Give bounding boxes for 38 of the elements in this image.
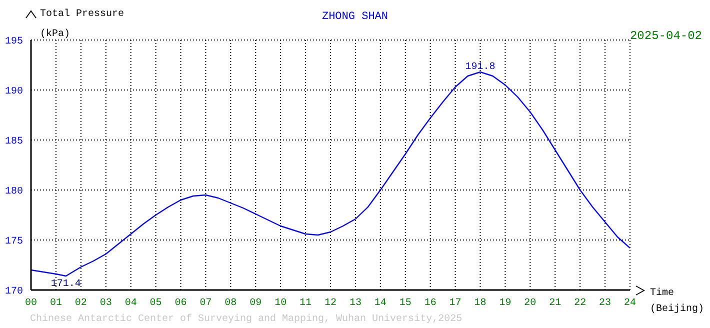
x-tick-label: 04 [124, 298, 137, 310]
x-tick-label: 22 [574, 298, 586, 310]
x-tick-label: 21 [549, 298, 562, 310]
y-tick-label: 185 [4, 136, 23, 148]
x-tick-label: 20 [524, 298, 536, 310]
x-tick-label: 14 [374, 298, 386, 310]
x-tick-label: 23 [599, 298, 612, 310]
x-tick-label: 12 [324, 298, 337, 310]
line-series [31, 71, 630, 277]
x-tick-label: 24 [624, 298, 636, 310]
x-tick-label: 11 [300, 298, 312, 310]
x-tick-label: 10 [274, 298, 287, 310]
y-tick-label: 170 [4, 286, 23, 298]
x-tick-label: 13 [349, 298, 362, 310]
x-tick-label: 02 [74, 298, 87, 310]
x-tick-label: 17 [449, 298, 462, 310]
x-axis-title: Time (Beijing) [650, 288, 704, 316]
x-tick-label: 05 [150, 298, 162, 310]
x-tick-label: 01 [50, 298, 62, 310]
annotation: 171.4 [50, 279, 81, 290]
annotation: 191.8 [465, 62, 496, 73]
x-tick-label: 09 [250, 298, 262, 310]
x-tick-label: 19 [499, 298, 512, 310]
x-tick-label: 08 [224, 298, 237, 310]
y-tick-label: 190 [4, 86, 23, 98]
x-tick-label: 07 [200, 298, 212, 310]
x-tick-label: 00 [24, 298, 38, 310]
x-tick-label: 06 [174, 298, 187, 310]
x-tick-label: 16 [424, 298, 436, 310]
x-tick-label: 15 [399, 298, 412, 310]
x-tick-label: 18 [474, 298, 486, 310]
y-tick-label: 175 [4, 236, 23, 248]
annotation: 2025-04-02 [630, 29, 702, 43]
y-tick-label: 195 [4, 36, 23, 48]
x-tick-label: 03 [100, 298, 112, 310]
y-tick-label: 180 [4, 186, 23, 198]
chart-title: ZHONG SHAN [322, 11, 388, 23]
y-axis-title: Total Pressure (kPa) [40, 9, 124, 41]
